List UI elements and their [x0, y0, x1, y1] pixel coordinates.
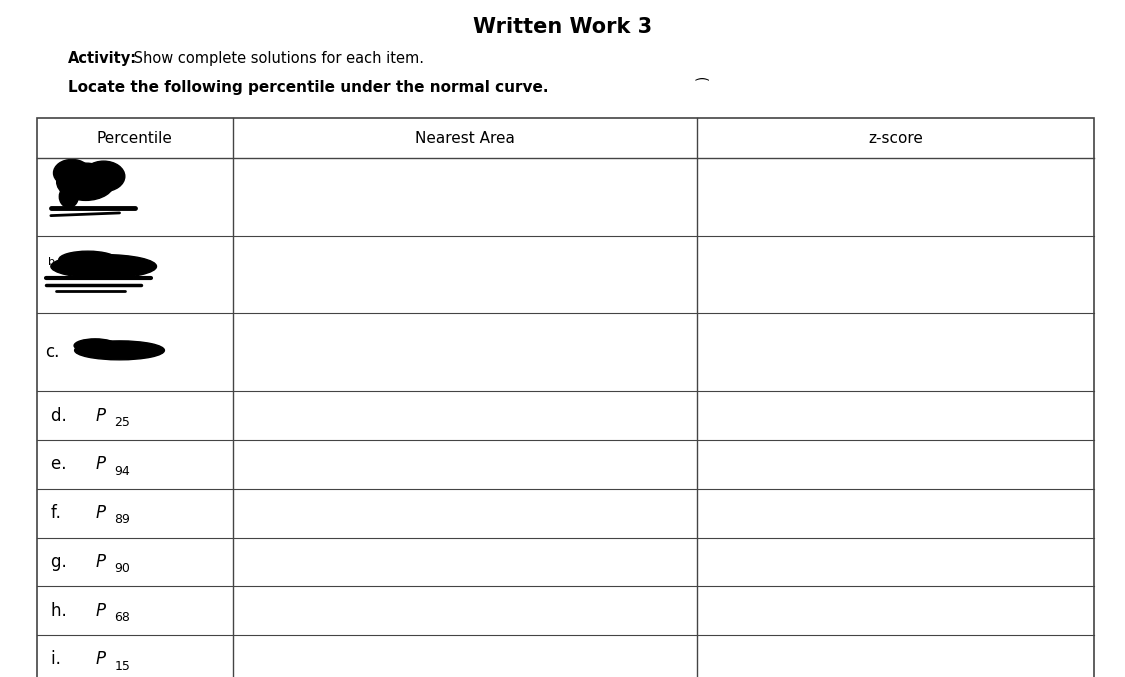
- Text: P: P: [96, 651, 106, 668]
- Text: P: P: [96, 407, 106, 424]
- Text: 15: 15: [115, 659, 130, 673]
- Text: i.: i.: [51, 651, 71, 668]
- Text: f.: f.: [51, 504, 71, 522]
- Text: Locate the following percentile under the normal curve.: Locate the following percentile under th…: [68, 80, 548, 95]
- Ellipse shape: [74, 339, 116, 352]
- Text: P: P: [96, 553, 106, 571]
- Text: Percentile: Percentile: [97, 131, 173, 146]
- Text: P: P: [96, 602, 106, 619]
- Text: g.: g.: [51, 553, 78, 571]
- Text: z-score: z-score: [868, 131, 922, 146]
- Text: P: P: [96, 456, 106, 473]
- Ellipse shape: [51, 255, 156, 278]
- Text: Nearest Area: Nearest Area: [415, 131, 515, 146]
- Ellipse shape: [82, 161, 125, 192]
- Text: Show complete solutions for each item.: Show complete solutions for each item.: [129, 51, 424, 66]
- Text: ⁀: ⁀: [695, 80, 708, 95]
- Text: 89: 89: [115, 513, 130, 527]
- Ellipse shape: [74, 341, 164, 360]
- Ellipse shape: [54, 160, 90, 187]
- Text: 68: 68: [115, 611, 130, 624]
- Text: b: b: [47, 257, 55, 267]
- Ellipse shape: [56, 163, 115, 200]
- Text: h.: h.: [51, 602, 78, 619]
- Ellipse shape: [60, 186, 79, 207]
- Text: d.: d.: [51, 407, 78, 424]
- Text: Written Work 3: Written Work 3: [472, 17, 652, 37]
- Text: c.: c.: [46, 343, 60, 362]
- Text: P: P: [96, 504, 106, 522]
- Ellipse shape: [58, 251, 117, 268]
- Text: e.: e.: [51, 456, 76, 473]
- Text: 94: 94: [115, 464, 130, 478]
- Text: Activity:: Activity:: [68, 51, 136, 66]
- Text: 90: 90: [115, 562, 130, 575]
- Text: 25: 25: [115, 416, 130, 429]
